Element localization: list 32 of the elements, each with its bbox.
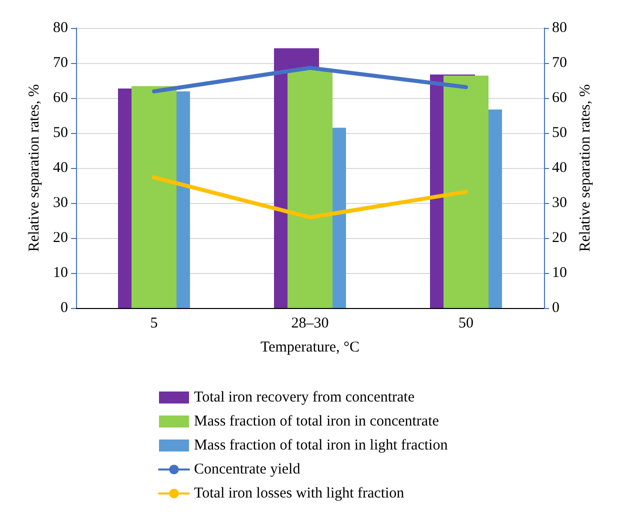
y-tick-label: 20 — [53, 230, 68, 246]
bar — [444, 76, 488, 308]
y2-tick-label: 60 — [552, 90, 567, 106]
y2-axis-title: Relative separation rates, % — [577, 84, 594, 252]
y2-tick-label: 70 — [552, 55, 567, 71]
y2-tick-label: 40 — [552, 160, 567, 176]
y-tick-label: 80 — [53, 20, 68, 36]
y2-tick-label: 50 — [552, 125, 567, 141]
y2-tick-label: 10 — [552, 265, 567, 281]
bar — [288, 70, 332, 308]
y-tick-label: 60 — [53, 90, 68, 106]
y2-tick-label: 20 — [552, 230, 567, 246]
y2-tick-label: 80 — [552, 20, 567, 36]
legend-label: Mass fraction of total iron in concentrate — [194, 414, 440, 430]
legend-label: Mass fraction of total iron in light fraction — [194, 438, 448, 454]
y-axis-title: Relative separation rates, % — [26, 84, 43, 252]
legend-label: Total iron losses with light fraction — [194, 486, 405, 502]
x-tick-label: 50 — [458, 316, 474, 332]
y2-tick-label: 30 — [552, 195, 567, 211]
bar — [132, 86, 176, 308]
x-tick-label: 5 — [150, 316, 158, 332]
x-axis-title: Temperature, °C — [260, 340, 360, 356]
y-tick-label: 10 — [53, 265, 68, 281]
y2-tick-label: 0 — [552, 300, 560, 316]
y-tick-label: 0 — [60, 300, 68, 316]
y-tick-label: 40 — [53, 160, 68, 176]
x-tick-label: 28–30 — [291, 316, 329, 332]
legend-label: Total iron recovery from concentrate — [194, 390, 415, 406]
y-tick-label: 70 — [53, 55, 68, 71]
y-tick-label: 50 — [53, 125, 68, 141]
legend-label: Concentrate yield — [194, 462, 301, 478]
y-tick-label: 30 — [53, 195, 68, 211]
